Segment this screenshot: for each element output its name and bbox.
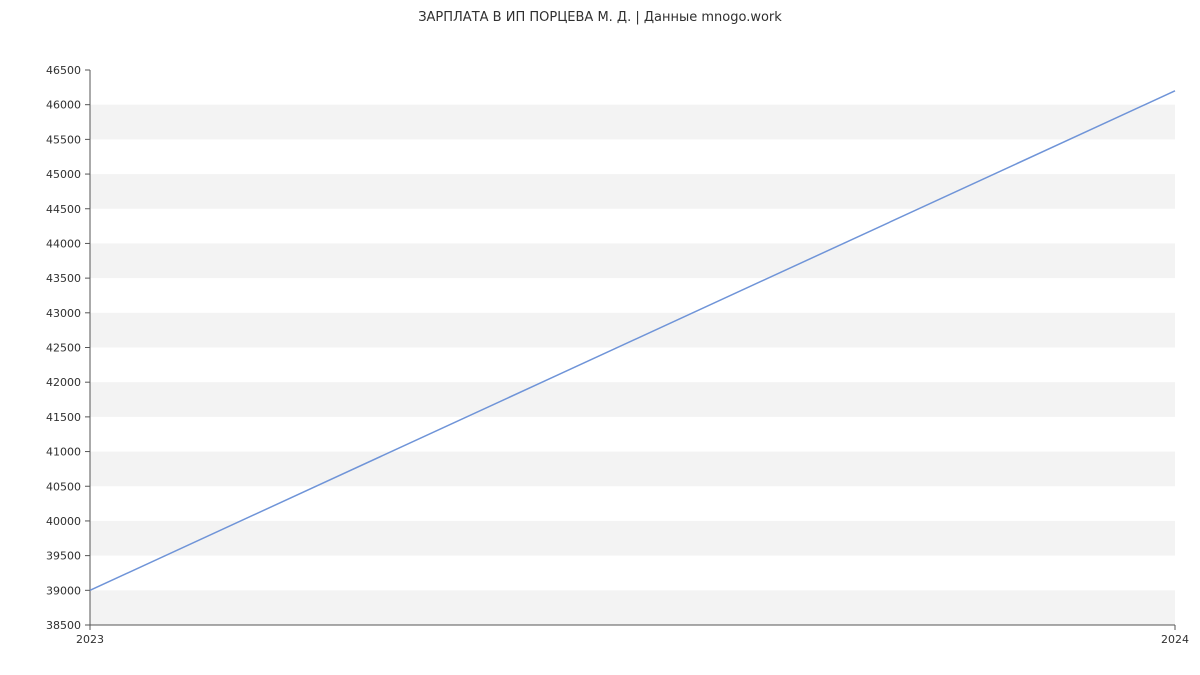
y-tick-label: 40500 — [46, 480, 81, 493]
y-tick-label: 44500 — [46, 203, 81, 216]
x-tick-label: 2023 — [76, 633, 104, 646]
y-tick-label: 42000 — [46, 376, 81, 389]
y-tick-label: 46500 — [46, 64, 81, 77]
chart-title: ЗАРПЛАТА В ИП ПОРЦЕВА М. Д. | Данные mno… — [0, 0, 1200, 25]
y-tick-label: 46000 — [46, 99, 81, 112]
y-tick-label: 40000 — [46, 515, 81, 528]
y-tick-label: 38500 — [46, 619, 81, 632]
y-tick-label: 44000 — [46, 237, 81, 250]
y-tick-label: 41000 — [46, 446, 81, 459]
y-tick-label: 42500 — [46, 342, 81, 355]
y-tick-label: 39500 — [46, 550, 81, 563]
y-tick-label: 45000 — [46, 168, 81, 181]
y-tick-label: 43500 — [46, 272, 81, 285]
x-tick-label: 2024 — [1161, 633, 1189, 646]
chart-svg: 38500 39000 39500 40000 40500 41000 41500 42000… — [0, 25, 1200, 675]
y-tick-label: 39000 — [46, 584, 81, 597]
salary-line-chart: ЗАРПЛАТА В ИП ПОРЦЕВА М. Д. | Данные mno… — [0, 0, 1200, 650]
y-tick-label: 45500 — [46, 133, 81, 146]
y-tick-label: 41500 — [46, 411, 81, 424]
y-tick-label: 43000 — [46, 307, 81, 320]
